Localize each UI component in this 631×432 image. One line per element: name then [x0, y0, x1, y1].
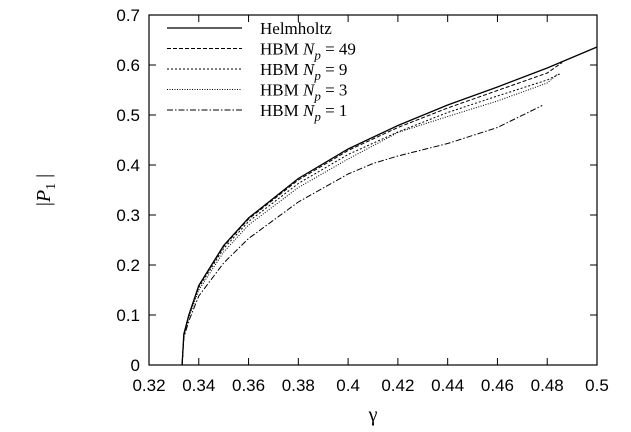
x-tick-labels: 0.32 0.34 0.36 0.38 0.4 0.42 0.44 0.46 0.48 0.5 [132, 376, 608, 395]
y-tick-label: 0.7 [116, 6, 140, 25]
legend-label-4: HBM Np = 1 [260, 101, 347, 124]
x-tick-label: 0.38 [282, 376, 315, 395]
y-tick-label: 0.5 [116, 106, 140, 125]
series-line-0 [181, 46, 598, 366]
legend-label-0: Helmholtz [260, 19, 332, 38]
y-tick-labels: 0 0.1 0.2 0.3 0.4 0.5 0.6 0.7 [116, 6, 140, 375]
y-axis-label: |P1 | [33, 174, 59, 206]
legend-label-2: HBM Np = 9 [260, 60, 347, 83]
x-tick-label: 0.5 [585, 376, 609, 395]
x-tick-label: 0.34 [182, 376, 215, 395]
y-tick-label: 0.4 [116, 156, 140, 175]
x-tick-label: 0.32 [132, 376, 165, 395]
x-tick-label: 0.48 [531, 376, 564, 395]
x-tick-label: 0.44 [431, 376, 464, 395]
y-tick-label: 0 [131, 356, 140, 375]
y-tick-label: 0.1 [116, 306, 140, 325]
series-line-2 [181, 73, 560, 366]
x-axis-label: γ [368, 404, 378, 426]
series-line-3 [181, 74, 558, 366]
series-group [181, 46, 598, 366]
x-tick-label: 0.42 [381, 376, 414, 395]
y-tick-label: 0.6 [116, 56, 140, 75]
legend-label-3: HBM Np = 3 [260, 81, 347, 104]
series-line-1 [181, 62, 563, 366]
y-tick-label: 0.2 [116, 256, 140, 275]
x-tick-label: 0.46 [481, 376, 514, 395]
legend-label-1: HBM Np = 49 [260, 40, 356, 63]
axis-ticks [148, 14, 598, 366]
series-line-4 [181, 105, 543, 366]
plot-frame [148, 14, 598, 366]
y-tick-label: 0.3 [116, 206, 140, 225]
x-tick-label: 0.36 [232, 376, 265, 395]
x-tick-label: 0.4 [336, 376, 360, 395]
